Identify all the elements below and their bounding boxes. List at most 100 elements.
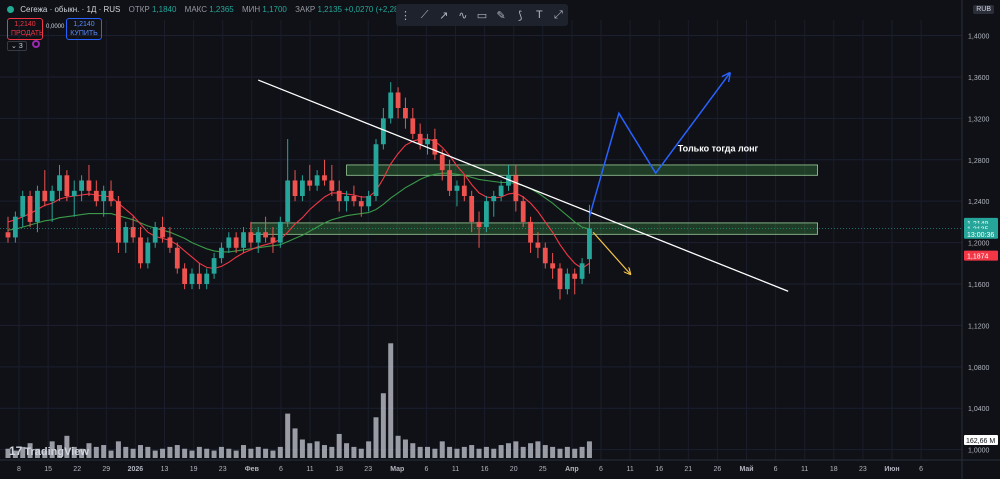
x-tick-label: 15 (44, 466, 52, 473)
volume-bar (64, 435, 70, 458)
candle-body (314, 175, 320, 186)
candle-body (27, 196, 33, 222)
layers-icon[interactable] (32, 40, 40, 48)
ray-icon[interactable]: ↗ (439, 9, 449, 22)
volume-bar (366, 441, 372, 458)
volume-bar (108, 450, 114, 458)
volume-bar (152, 450, 158, 458)
x-tick-label: 8 (17, 466, 21, 473)
brush-icon[interactable]: ✎ (496, 9, 506, 22)
candle-body (351, 196, 357, 202)
candle-body (292, 180, 298, 196)
currency-badge[interactable]: RUB (973, 5, 994, 14)
volume-bar (586, 441, 592, 458)
x-tick-label: 6 (599, 466, 603, 473)
candle-body (380, 118, 386, 145)
volume-bar (71, 446, 77, 458)
symbol-title[interactable]: Сегежа · обыкн. · 1Д · RUS (20, 5, 121, 14)
drawing-toolbar: ⋮ ⟋ ↗ ∿ ▭ ✎ ⟆ T ⤢ (396, 4, 568, 26)
candle-body (336, 190, 342, 202)
volume-label: 162,66 M (966, 438, 995, 445)
y-tick-label: 1,2800 (968, 158, 990, 165)
volume-bar (167, 446, 173, 458)
candle-body (64, 175, 70, 196)
candle-body (12, 216, 18, 238)
x-tick-label: 23 (364, 466, 372, 473)
candle-body (35, 190, 40, 222)
x-tick-label: Май (739, 465, 753, 473)
volume-bar (307, 443, 313, 458)
candle-body (417, 133, 423, 145)
volume-bar (57, 445, 63, 458)
volume-bar (336, 433, 342, 458)
x-tick-label: 16 (481, 466, 489, 473)
volume-bar (182, 448, 188, 458)
x-tick-label: 26 (714, 466, 722, 473)
time-axis: 8 15 22 29 2026 13 19 23 Фев 6 11 18 23 Мар 6 11 16 20 25 А… (17, 465, 923, 473)
x-tick-label: Фев (245, 466, 260, 473)
y-tick-label: 1,0800 (968, 365, 990, 372)
volume-bar (542, 445, 548, 458)
volume-bar (27, 443, 33, 458)
volume-bar (417, 446, 423, 458)
x-tick-label: 23 (859, 466, 867, 473)
x-tick-label: 22 (73, 466, 81, 473)
x-tick-label: 25 (539, 466, 547, 473)
candle-body (138, 237, 143, 264)
measure-icon[interactable]: ⤢ (554, 8, 563, 21)
candle-body (395, 92, 401, 108)
price-axis: 1,0000 1,0400 1,0800 1,1200 1,1600 1,2000 1,24… (964, 34, 998, 455)
pencil-icon[interactable]: ⟆ (518, 9, 523, 22)
candle-body (358, 201, 364, 207)
candle-body (484, 201, 489, 228)
candle-body (86, 180, 92, 191)
candle-body (476, 221, 482, 228)
candle-body (587, 228, 592, 260)
volume-bar (439, 441, 445, 458)
y-tick-label: 1,2400 (968, 199, 990, 206)
y-tick-label: 1,1200 (968, 323, 990, 330)
volume-bar (321, 445, 327, 458)
x-tick-label: 11 (306, 466, 313, 473)
volume-bar (557, 448, 563, 458)
buy-button[interactable]: 1,2140 КУПИТЬ (66, 18, 102, 40)
price-label-bg (964, 228, 998, 239)
candle-body (263, 232, 268, 238)
sell-button[interactable]: 1,2140 ПРОДАТЬ (7, 18, 44, 40)
candle-body (454, 185, 460, 191)
volume-bar (579, 446, 585, 458)
volume-bar (101, 445, 107, 458)
candle-body (20, 196, 26, 217)
text-icon[interactable]: T (535, 9, 543, 21)
candle-body (226, 237, 232, 248)
x-tick-label: 2026 (128, 466, 144, 473)
candle-body (196, 273, 202, 284)
volume-bar (314, 441, 320, 458)
x-tick-label: 20 (510, 466, 518, 473)
candle-body (241, 232, 246, 248)
indicators-toggle[interactable]: ⌄ 3 (7, 41, 27, 51)
close-value: 1,2135 (317, 5, 342, 14)
x-tick-label: 6 (424, 466, 428, 473)
grip-icon[interactable]: ⋮ (400, 9, 412, 22)
volume-bar (5, 448, 11, 458)
volume-bar (344, 443, 350, 458)
candle-body (550, 263, 556, 269)
volume-bar (447, 446, 453, 458)
candle-body (461, 185, 467, 196)
rectangle-icon[interactable]: ▭ (476, 9, 488, 22)
volume-bar (513, 441, 519, 458)
volume-bar (123, 446, 129, 458)
candle-body (93, 190, 99, 202)
volume-bar (218, 446, 224, 458)
path-icon[interactable]: ∿ (458, 9, 468, 22)
volume-bar (270, 450, 276, 458)
volume-bar (34, 448, 40, 458)
candle-body (388, 92, 394, 119)
trendline-icon[interactable]: ⟋ (420, 8, 429, 21)
y-tick-label: 1,2000 (968, 241, 990, 248)
candle-body (130, 227, 136, 238)
y-tick-label: 1,0000 (968, 448, 990, 455)
x-tick-label: Апр (565, 466, 579, 473)
